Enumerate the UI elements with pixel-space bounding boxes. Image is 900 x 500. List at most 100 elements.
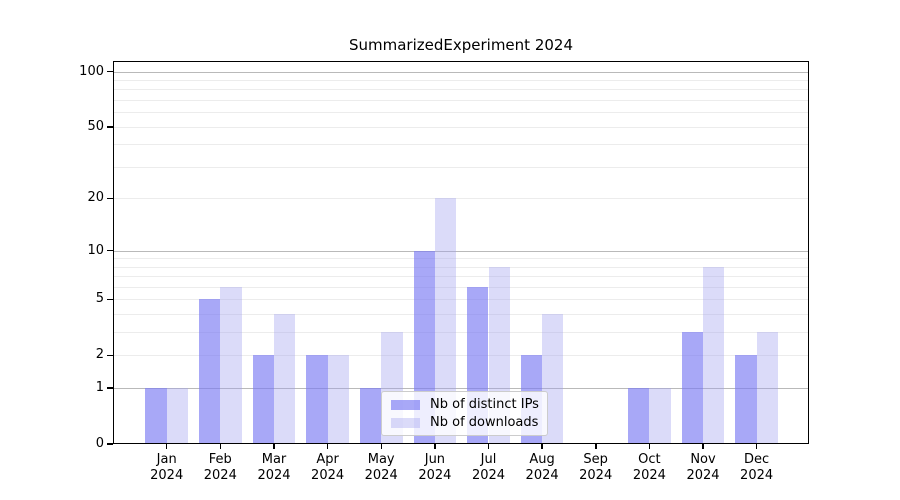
x-tick-label: Jun 2024 [403,452,467,484]
x-tick-label: Feb 2024 [188,452,252,484]
x-tick-mark [434,444,436,449]
bar-distinct-ips [145,388,167,444]
legend-swatch [391,417,420,428]
minor-gridline [113,355,809,357]
x-tick-year: 2024 [150,468,184,483]
bar-distinct-ips [359,388,382,444]
x-tick-month: Jan [156,452,177,467]
bar-downloads [327,355,349,444]
legend-label: Nb of downloads [430,415,539,430]
minor-gridline [113,314,809,316]
x-tick-mark [755,444,758,449]
x-tick-month: Nov [690,452,716,467]
bar-distinct-ips [252,355,274,444]
x-tick-month: Aug [529,452,555,467]
y-tick-label: 100 [79,63,104,79]
minor-gridline [113,144,809,146]
minor-gridline [113,299,809,301]
x-tick-label: Jul 2024 [457,452,521,484]
x-tick-month: Mar [261,452,287,467]
minor-gridline [113,266,809,268]
bar-downloads [756,332,778,444]
bar-distinct-ips [628,388,650,444]
bar-distinct-ips [198,299,221,444]
x-tick-label: Sep 2024 [564,452,628,484]
y-tick-label: 1 [95,380,104,396]
x-tick-year: 2024 [471,468,506,483]
x-tick-label: Nov 2024 [671,452,735,484]
y-tick-mark [107,387,113,389]
x-tick-year: 2024 [632,468,666,483]
major-gridline [113,388,809,390]
bar-distinct-ips [306,355,328,444]
bar-downloads [649,388,671,444]
x-tick-month: Jul [480,452,497,467]
bar-downloads [220,287,242,444]
major-gridline [113,250,809,252]
legend: Nb of distinct IPs Nb of downloads [381,391,548,436]
y-tick-mark [107,197,113,200]
x-tick-label: Mar 2024 [242,452,306,484]
x-tick-mark [165,444,168,449]
minor-gridline [113,80,809,81]
x-tick-label: May 2024 [349,452,413,484]
chart-title: SummarizedExperiment 2024 [348,36,573,54]
y-tick-label: 10 [87,242,104,258]
minor-gridline [113,100,809,101]
minor-gridline [113,287,809,288]
bar-distinct-ips [735,355,757,444]
x-tick-year: 2024 [418,468,452,483]
legend-item: Nb of downloads [391,415,538,430]
x-tick-mark [219,444,222,449]
y-tick-label: 2 [95,347,104,363]
x-tick-month: May [367,452,395,467]
x-tick-mark [487,444,490,449]
minor-gridline [113,198,809,200]
x-tick-mark [273,444,275,449]
bar-downloads [434,198,457,444]
x-tick-mark [541,444,543,449]
x-tick-year: 2024 [525,468,559,483]
x-tick-month: Oct [638,452,661,467]
x-tick-year: 2024 [257,468,291,483]
minor-gridline [113,166,809,168]
x-tick-mark [702,444,704,449]
x-tick-label: Aug 2024 [510,452,574,484]
y-tick-label: 5 [95,291,104,307]
y-tick-mark [107,298,113,301]
y-tick-mark [107,354,113,357]
x-tick-year: 2024 [579,468,613,483]
x-tick-mark [648,444,651,449]
legend-item: Nb of distinct IPs [391,397,539,412]
x-tick-mark [326,444,329,449]
plot-area: Nb of distinct IPs Nb of downloads [113,61,809,444]
x-tick-year: 2024 [686,468,720,483]
x-tick-mark [380,444,382,449]
y-tick-label: 20 [87,190,104,206]
x-tick-month: Feb [208,452,232,467]
bar-downloads [274,314,296,444]
x-tick-mark [595,444,597,449]
minor-gridline [113,258,809,260]
minor-gridline [113,332,809,334]
y-tick-label: 50 [87,118,104,134]
y-tick-label: 0 [95,436,104,451]
x-tick-label: Oct 2024 [617,452,681,484]
legend-label: Nb of distinct IPs [430,397,539,412]
x-tick-month: Dec [744,452,770,467]
x-tick-year: 2024 [364,468,398,483]
y-tick-mark [107,443,113,445]
major-gridline [113,71,809,73]
x-tick-year: 2024 [740,468,774,483]
y-tick-mark [107,70,113,73]
legend-swatch [391,399,420,410]
bar-downloads [703,266,725,444]
x-tick-label: Apr 2024 [296,452,360,484]
y-tick-mark [107,249,113,252]
x-tick-label: Dec 2024 [725,452,789,484]
bar-downloads [166,388,189,444]
minor-gridline [113,89,809,91]
minor-gridline [113,276,809,278]
x-tick-month: Apr [316,452,339,467]
